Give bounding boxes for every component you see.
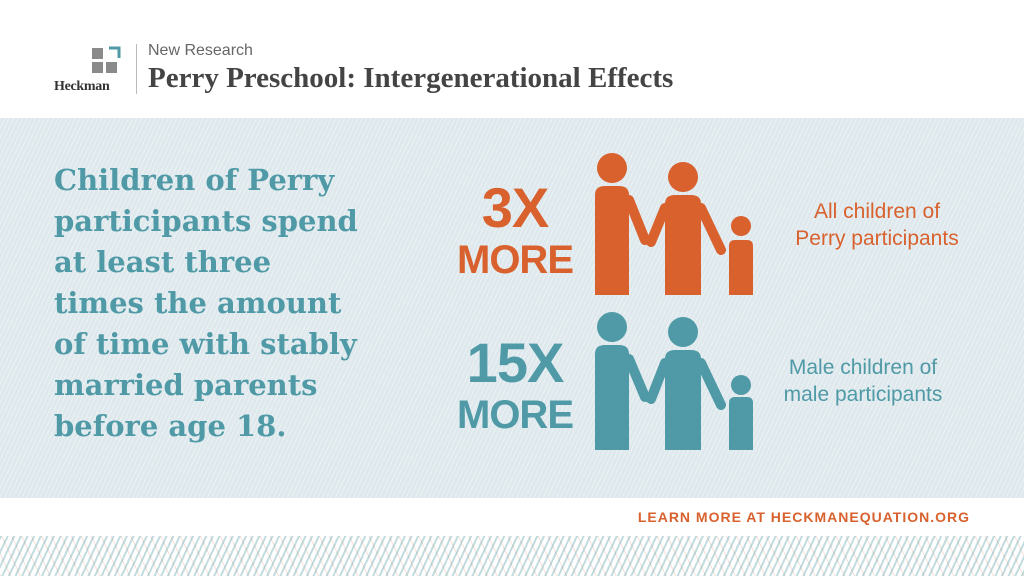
logo-wordmark: Heckman <box>54 79 110 94</box>
heckman-logo: Heckman <box>54 44 130 96</box>
content-panel <box>0 118 1024 498</box>
stat-value-2: 15X <box>466 331 565 394</box>
header-divider <box>136 44 137 94</box>
stat-more-1: MORE <box>457 238 574 282</box>
page-title: Perry Preschool: Intergenerational Effec… <box>148 62 674 94</box>
stat-caption-1: All children of Perry participants <box>795 200 959 250</box>
decorative-stripes <box>0 536 1024 576</box>
kicker: New Research <box>148 42 253 59</box>
family-icon <box>595 153 753 295</box>
header: Heckman New Research Perry Preschool: In… <box>0 0 1024 118</box>
headline-text: Children of Perry participants spend at … <box>54 163 358 443</box>
learn-more-link[interactable]: LEARN MORE AT HECKMANEQUATION.ORG <box>637 509 970 525</box>
stat-more-2: MORE <box>457 393 574 437</box>
family-icon <box>595 312 753 450</box>
heckman-logo-icon <box>92 46 121 73</box>
footer-band <box>0 498 1024 536</box>
stat-value-1: 3X <box>481 176 550 239</box>
stat-caption-2: Male children of male participants <box>783 356 943 406</box>
